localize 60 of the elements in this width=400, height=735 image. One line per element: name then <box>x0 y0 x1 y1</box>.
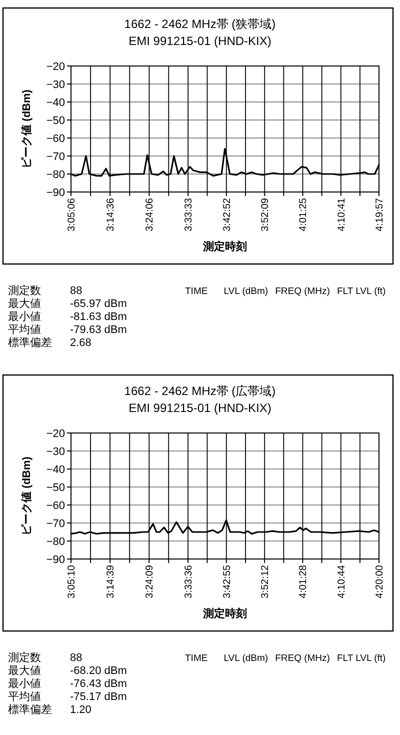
text: 平均値 -75.17 dBm <box>8 691 127 703</box>
x-tick-label: 3:52:12 <box>260 564 272 598</box>
text: 最小値 -81.63 dBm <box>8 311 127 323</box>
y-tick-label: −50 <box>46 115 65 127</box>
y-tick-label: −60 <box>46 133 65 145</box>
x-tick-label: 3:14:36 <box>106 198 117 232</box>
y-tick-label: −20 <box>46 428 65 440</box>
y-tick-label: −90 <box>46 187 65 199</box>
x-axis-title: 測定時刻 <box>202 240 247 253</box>
x-tick-label: 3:42:52 <box>222 198 233 232</box>
text: FLT LVL (ft) <box>336 653 386 664</box>
text: 平均値 -79.63 dBm <box>8 324 127 336</box>
x-tick-label: 3:33:36 <box>184 564 195 598</box>
y-tick-label: −50 <box>46 482 65 494</box>
text: LVL (dBm) <box>224 653 268 664</box>
text: FLT LVL (ft) <box>336 286 386 297</box>
text: 測定数 88 <box>8 285 82 297</box>
x-tick-label: 3:42:55 <box>222 564 233 598</box>
text: 測定数 88 <box>8 652 82 664</box>
x-tick-label: 3:05:10 <box>66 564 78 598</box>
text: 最小値 -76.43 dBm <box>8 678 127 690</box>
y-tick-label: −70 <box>46 518 65 530</box>
y-axis-title: ピーク値 (dBm) <box>20 89 33 168</box>
x-tick-label: 4:01:28 <box>298 564 310 598</box>
text: 最大値 -68.20 dBm <box>8 665 127 677</box>
text: TIME <box>185 653 208 664</box>
x-tick-label: 4:20:00 <box>374 564 386 598</box>
x-tick-label: 4:19:57 <box>374 198 386 232</box>
x-axis-title: 測定時刻 <box>202 607 247 620</box>
x-tick-label: 4:01:25 <box>298 198 310 232</box>
y-tick-label: −30 <box>46 446 65 458</box>
chart-subtitle: EMI 991215-01 (HND-KIX) <box>128 401 272 415</box>
x-tick-label: 3:33:33 <box>184 198 195 232</box>
chart-title: 1662 - 2462 MHz帯 (広帯域) <box>124 384 276 398</box>
text: 最大値 -65.97 dBm <box>8 298 127 310</box>
x-tick-label: 3:14:39 <box>106 564 117 598</box>
text: FREQ (MHz) <box>275 286 330 297</box>
x-tick-label: 4:10:44 <box>336 564 348 598</box>
y-tick-label: −80 <box>46 536 65 548</box>
text: 標準偏差 1.20 <box>8 704 92 716</box>
text: TIME <box>185 286 208 297</box>
text: FREQ (MHz) <box>275 653 330 664</box>
y-tick-label: −80 <box>46 169 65 181</box>
y-tick-label: −40 <box>46 97 65 109</box>
chart-subtitle: EMI 991215-01 (HND-KIX) <box>128 34 272 48</box>
y-tick-label: −40 <box>46 464 65 476</box>
y-tick-label: −20 <box>46 61 65 73</box>
x-tick-label: 3:24:06 <box>144 198 156 232</box>
text: LVL (dBm) <box>224 286 268 297</box>
text: 標準偏差 2.68 <box>8 337 92 349</box>
chart-title: 1662 - 2462 MHz帯 (狭帯域) <box>124 17 276 31</box>
x-tick-label: 3:52:09 <box>260 198 272 232</box>
y-axis-title: ピーク値 (dBm) <box>20 456 33 536</box>
y-tick-label: −70 <box>46 151 65 163</box>
x-tick-label: 3:24:09 <box>144 564 156 598</box>
y-tick-label: −30 <box>46 79 65 91</box>
y-tick-label: −90 <box>46 554 65 566</box>
x-tick-label: 4:10:41 <box>336 198 348 232</box>
x-tick-label: 3:05:06 <box>66 198 78 232</box>
y-tick-label: −60 <box>46 500 65 512</box>
